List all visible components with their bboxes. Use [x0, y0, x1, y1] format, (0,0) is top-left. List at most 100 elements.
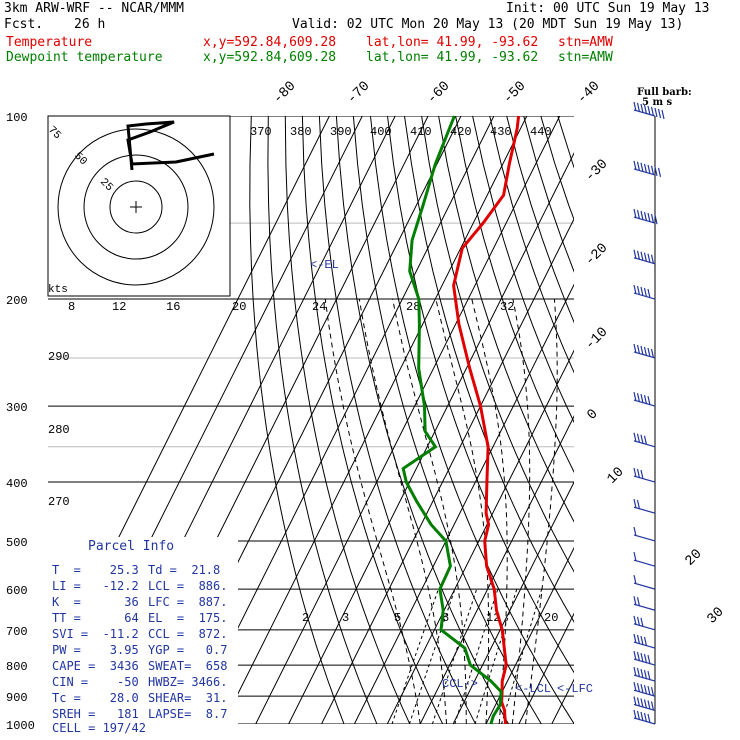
- wind-barb-flag: [640, 469, 644, 480]
- fcst-value: 26 h: [74, 17, 106, 32]
- mixing-ratio-line: [474, 588, 518, 724]
- legend-temperature-stn: stn=AMW: [558, 35, 613, 50]
- dry-adiabat-line: [370, 116, 574, 724]
- wind-barb-shaft: [633, 623, 656, 631]
- wind-barb: [633, 208, 658, 225]
- isotherm-label: 30: [704, 604, 727, 627]
- parcel-row: Tc = 28.0 SHEAR= 31.: [52, 691, 228, 705]
- wind-barb-flag: [643, 699, 648, 709]
- parcel-row: CAPE = 3436 SWEAT= 658: [52, 659, 228, 673]
- legend-dewpoint-latlon: lat,lon= 41.99, -93.62: [366, 50, 539, 65]
- mixing-ratio-line: [454, 588, 499, 724]
- wind-barb-flag: [640, 162, 644, 173]
- dry-adiabat-line: [575, 116, 740, 724]
- hodograph-trace: [126, 120, 215, 171]
- legend-temperature-latlon: lat,lon= 41.99, -93.62: [366, 35, 539, 50]
- wind-barb-flag: [643, 394, 648, 405]
- wind-barb-flag: [633, 343, 637, 354]
- wind-barb-flag: [647, 395, 651, 406]
- dry-adiabat-line: [557, 116, 574, 169]
- wind-barb-shaft: [633, 703, 656, 712]
- wind-barb-flag: [647, 105, 651, 116]
- wind-barb-flag: [633, 208, 637, 219]
- wind-barb-flag: [636, 209, 641, 220]
- moist-adiabat-line: [525, 298, 558, 724]
- wind-barb-flag: [636, 651, 641, 662]
- moist-adiabat-line: [324, 298, 421, 724]
- dry-adiabat-line: [506, 116, 574, 324]
- init-time: Init: 00 UTC Sun 19 May 13: [506, 1, 710, 16]
- legend-dewpoint-stn: stn=AMW: [558, 50, 613, 65]
- parcel-row: SVI = -11.2 CCL = 872.: [52, 627, 228, 641]
- barb-legend-line1: Full barb:: [637, 87, 692, 98]
- theta-label: 290: [48, 350, 70, 364]
- wind-barb-flag: [643, 653, 648, 664]
- fcst-label: Fcst.: [4, 17, 44, 32]
- dry-adiabat-line: [284, 116, 411, 724]
- moist-adiabat-line: [392, 298, 467, 724]
- mixing-ratio-label: 2: [302, 611, 309, 625]
- pressure-tick-label: 1000: [6, 719, 35, 733]
- wind-barb-flag: [640, 434, 644, 444]
- temp-mid-label: 8: [68, 300, 75, 314]
- wind-barb-flag: [650, 213, 655, 224]
- mixing-ratio-label: 20: [544, 611, 558, 625]
- dry-adiabat-line: [592, 116, 740, 724]
- moist-adiabat-line: [511, 298, 531, 724]
- wind-barb: [633, 249, 656, 265]
- isotherm-label: -40: [574, 78, 603, 107]
- wind-barb-flag: [650, 701, 655, 711]
- wind-barb-flag: [636, 161, 641, 172]
- wind-barb-flag: [647, 654, 651, 665]
- theta-e-label: 380: [290, 125, 312, 139]
- isotherm-line: [353, 283, 574, 724]
- wind-barb-shaft: [633, 109, 656, 117]
- wind-barb-flag: [633, 574, 637, 585]
- wind-barb-flag: [633, 666, 637, 677]
- pressure-tick-label: 500: [6, 536, 28, 550]
- pressure-tick-label: 100: [6, 111, 28, 125]
- ccl-marker: CCL->: [442, 677, 478, 691]
- wind-barb: [633, 467, 656, 483]
- wind-barb: [633, 391, 656, 407]
- wind-barb-flag: [643, 211, 648, 222]
- parcel-row: TT = 64 EL = 175.: [52, 611, 228, 625]
- temp-mid-label: 24: [312, 300, 326, 314]
- isotherm-label: 0: [584, 406, 601, 423]
- legend-temperature-xy: x,y=592.84,609.28: [203, 35, 337, 50]
- dry-adiabat-line: [249, 116, 345, 724]
- wind-barb-flag: [633, 499, 637, 509]
- dry-adiabat-line: [421, 116, 574, 573]
- dry-adiabat-line: [318, 116, 477, 724]
- dry-adiabat-line: [626, 116, 740, 724]
- mixing-ratio-line: [501, 588, 543, 724]
- wind-barb: [633, 499, 656, 514]
- parcel-info-title: Parcel Info: [88, 539, 175, 554]
- wind-barb-flag: [636, 597, 641, 607]
- wind-barb-flag: [640, 684, 644, 694]
- wind-barb-flag: [654, 214, 658, 225]
- theta-e-label: 430: [490, 125, 512, 139]
- wind-barb-flag: [636, 433, 641, 443]
- wind-barb-flag: [640, 652, 644, 663]
- hodograph-kts-label: kts: [48, 284, 68, 296]
- dry-adiabat-line: [472, 116, 574, 424]
- isotherm-line: [551, 678, 574, 724]
- isotherm-line: [189, 116, 495, 724]
- wind-barb-flag: [640, 617, 644, 627]
- wind-barb-flag: [640, 698, 644, 708]
- isotherm-line: [452, 481, 574, 724]
- wind-barb: [633, 682, 656, 697]
- wind-barb: [633, 696, 656, 712]
- temp-mid-label: 12: [112, 300, 126, 314]
- wind-barb: [633, 615, 656, 631]
- theta-label: 270: [48, 495, 70, 509]
- pressure-tick-label: 700: [6, 625, 28, 639]
- wind-barb-shaft: [633, 717, 656, 725]
- wind-barb: [633, 709, 656, 725]
- wind-barb-flag: [650, 165, 655, 176]
- temp-mid-label: 28: [406, 300, 420, 314]
- theta-e-label: 410: [410, 125, 432, 139]
- wind-barb-flag: [650, 106, 655, 117]
- legend-temperature-name: Temperature: [6, 35, 93, 50]
